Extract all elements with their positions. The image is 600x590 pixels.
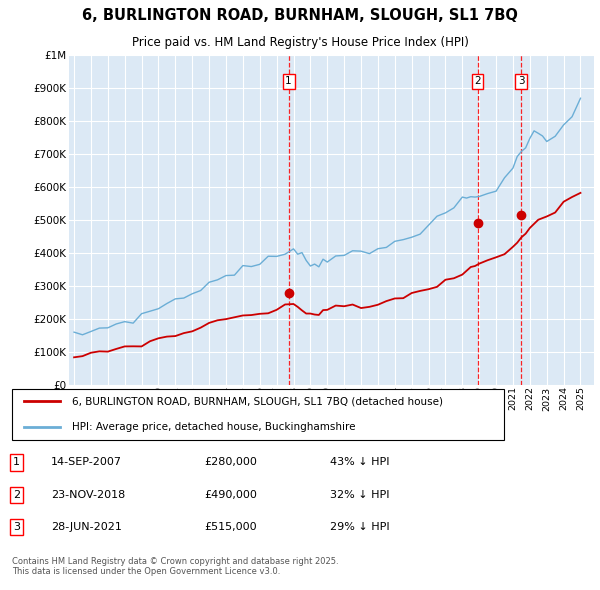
- Text: 29% ↓ HPI: 29% ↓ HPI: [330, 522, 389, 532]
- Text: 2: 2: [474, 76, 481, 86]
- Text: Price paid vs. HM Land Registry's House Price Index (HPI): Price paid vs. HM Land Registry's House …: [131, 37, 469, 50]
- Text: £280,000: £280,000: [204, 457, 257, 467]
- Text: 1: 1: [13, 457, 20, 467]
- Text: 14-SEP-2007: 14-SEP-2007: [51, 457, 122, 467]
- Text: 1: 1: [286, 76, 292, 86]
- Text: 32% ↓ HPI: 32% ↓ HPI: [330, 490, 389, 500]
- Text: £515,000: £515,000: [204, 522, 257, 532]
- Text: 2: 2: [13, 490, 20, 500]
- Text: 28-JUN-2021: 28-JUN-2021: [51, 522, 122, 532]
- FancyBboxPatch shape: [12, 389, 504, 440]
- Text: 23-NOV-2018: 23-NOV-2018: [51, 490, 125, 500]
- Text: 43% ↓ HPI: 43% ↓ HPI: [330, 457, 389, 467]
- Text: Contains HM Land Registry data © Crown copyright and database right 2025.
This d: Contains HM Land Registry data © Crown c…: [12, 557, 338, 576]
- Text: 3: 3: [13, 522, 20, 532]
- Text: 6, BURLINGTON ROAD, BURNHAM, SLOUGH, SL1 7BQ (detached house): 6, BURLINGTON ROAD, BURNHAM, SLOUGH, SL1…: [72, 396, 443, 407]
- Text: 3: 3: [518, 76, 524, 86]
- Text: £490,000: £490,000: [204, 490, 257, 500]
- Text: 6, BURLINGTON ROAD, BURNHAM, SLOUGH, SL1 7BQ: 6, BURLINGTON ROAD, BURNHAM, SLOUGH, SL1…: [82, 8, 518, 23]
- Text: HPI: Average price, detached house, Buckinghamshire: HPI: Average price, detached house, Buck…: [72, 422, 355, 432]
